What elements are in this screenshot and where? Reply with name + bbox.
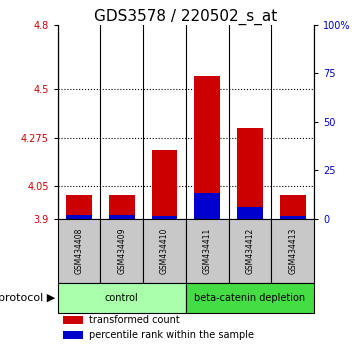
Bar [109,195,135,218]
Text: GSM434413: GSM434413 [288,228,297,274]
Title: GDS3578 / 220502_s_at: GDS3578 / 220502_s_at [94,8,278,25]
Text: GSM434412: GSM434412 [245,228,255,274]
Text: beta-catenin depletion: beta-catenin depletion [195,293,305,303]
Text: GSM434411: GSM434411 [203,228,212,274]
Bar [58,283,186,313]
Bar [195,193,220,218]
Bar [186,283,314,313]
Text: control: control [105,293,139,303]
Bar [271,218,314,283]
Bar [66,215,92,218]
Bar [195,76,220,218]
Text: transformed count: transformed count [88,315,179,325]
Bar [109,215,135,218]
Bar [280,195,305,218]
Bar [229,218,271,283]
Text: GSM434408: GSM434408 [75,228,84,274]
Bar [100,218,143,283]
Bar [58,218,100,283]
Bar [63,331,83,339]
Bar [280,216,305,218]
Bar [152,150,177,218]
Bar [143,218,186,283]
Text: GSM434410: GSM434410 [160,228,169,274]
Bar [66,195,92,218]
Text: percentile rank within the sample: percentile rank within the sample [88,330,253,340]
Bar [152,216,177,218]
Bar [186,218,229,283]
Bar [237,207,263,218]
Text: GSM434409: GSM434409 [117,228,126,274]
Bar [237,128,263,218]
Bar [63,316,83,324]
Text: protocol ▶: protocol ▶ [0,293,56,303]
